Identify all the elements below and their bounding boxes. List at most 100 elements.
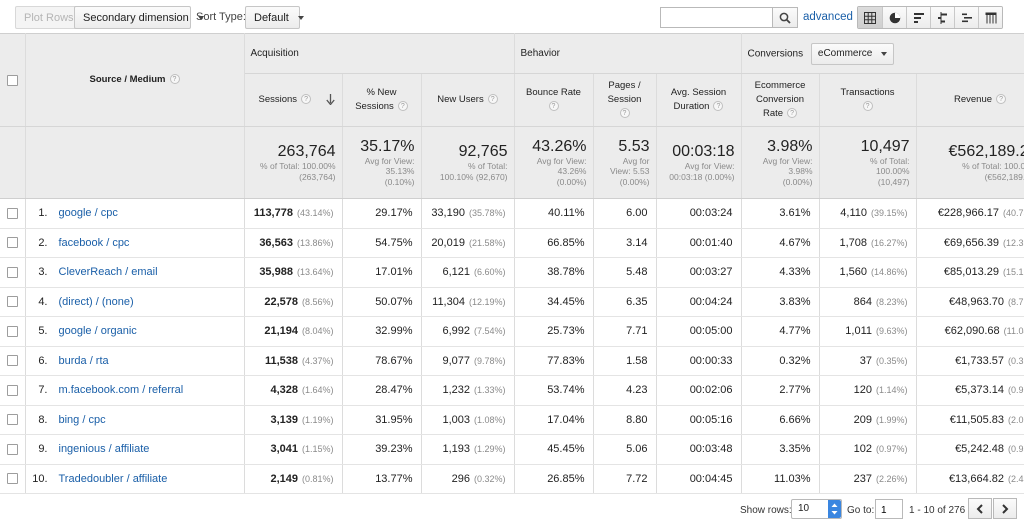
term-cloud-view-button[interactable] xyxy=(954,7,978,28)
help-icon[interactable]: ? xyxy=(169,74,180,85)
source-medium-link[interactable]: google / cpc xyxy=(58,207,118,220)
sessions-percent: (8.56%) xyxy=(301,296,334,307)
conversion-type-dropdown[interactable]: eCommerce xyxy=(810,42,895,65)
row-select-cell xyxy=(0,316,26,347)
table-row[interactable]: 1. google / cpc 113,778 (43.14%) 29.17% 33… xyxy=(0,198,1024,229)
ecommerce-rate-cell: 0.32% xyxy=(741,346,820,376)
source-medium-cell: 10. Tradedoubler / affiliate xyxy=(25,464,245,494)
pct-new-sessions-header[interactable]: % New Sessions? xyxy=(342,73,422,127)
source-medium-link[interactable]: CleverReach / email xyxy=(58,266,158,279)
advanced-filter-link[interactable]: advanced xyxy=(803,11,853,23)
row-index: 10. xyxy=(32,472,48,485)
source-medium-link[interactable]: m.facebook.com / referral xyxy=(58,384,184,397)
revenue-total-sub: (€562,189.25) xyxy=(984,171,1024,182)
transactions-percent: (2.26%) xyxy=(876,473,908,484)
ecommerce-conversion-rate-header[interactable]: Ecommerce Conversion Rate? xyxy=(741,73,820,127)
totals-row: 263,764 % of Total: 100.00% (263,764) 35… xyxy=(0,126,1024,199)
table-search-input[interactable] xyxy=(660,7,773,28)
pct-new-sessions-cell: 78.67% xyxy=(342,346,422,376)
metric-header-row: Sessions? % New Sessions? New Users? Bou… xyxy=(0,73,1024,127)
goto-page-input[interactable] xyxy=(875,499,903,519)
next-page-button[interactable] xyxy=(993,498,1017,519)
table-row[interactable]: 2. facebook / cpc 36,563 (13.86%) 54.75% 2… xyxy=(0,228,1024,258)
table-view-button[interactable] xyxy=(858,7,882,28)
row-checkbox[interactable] xyxy=(6,355,18,367)
table-row[interactable]: 9. ingenious / affiliate 3,041 (1.15%) 39.… xyxy=(0,434,1024,465)
pages-session-total-sub: Avg for xyxy=(622,155,650,166)
help-icon[interactable]: ? xyxy=(397,101,408,112)
row-checkbox[interactable] xyxy=(6,384,18,396)
search-button[interactable] xyxy=(772,7,798,28)
pivot-view-button[interactable] xyxy=(978,7,1002,28)
chevron-right-icon xyxy=(1002,503,1009,514)
source-medium-link[interactable]: burda / rta xyxy=(58,354,109,367)
source-medium-link[interactable]: (direct) / (none) xyxy=(58,295,134,308)
new-users-value: 1,232 xyxy=(442,384,470,397)
sort-type-dropdown[interactable]: Default xyxy=(245,6,304,29)
pie-view-button[interactable] xyxy=(882,7,906,28)
ecommerce-rate-header-line2: Conversion xyxy=(755,94,805,105)
ecommerce-rate-total: 3.98% Avg for View: 3.98% (0.00%) xyxy=(741,126,820,199)
help-icon[interactable]: ? xyxy=(301,94,312,105)
sessions-header[interactable]: Sessions? xyxy=(244,73,343,127)
new-users-percent: (9.78%) xyxy=(473,355,506,366)
help-icon[interactable]: ? xyxy=(619,108,630,119)
term-cloud-icon xyxy=(961,13,972,22)
transactions-header[interactable]: Transactions ? xyxy=(819,73,917,127)
previous-page-button[interactable] xyxy=(968,498,992,519)
avg-session-duration-header[interactable]: Avg. Session Duration? xyxy=(656,73,742,127)
pages-session-header[interactable]: Pages / Session ? xyxy=(593,73,657,127)
table-row[interactable]: 3. CleverReach / email 35,988 (13.64%) 17.… xyxy=(0,257,1024,288)
row-checkbox[interactable] xyxy=(6,237,18,249)
transactions-cell: 120 (1.14%) xyxy=(819,375,917,406)
source-medium-cell: 2. facebook / cpc xyxy=(25,228,245,258)
revenue-total-sub: % of Total: 100.00% xyxy=(962,161,1024,171)
pct-new-sessions-cell: 29.17% xyxy=(342,198,422,229)
revenue-percent: (15.12%) xyxy=(1002,267,1024,278)
row-checkbox[interactable] xyxy=(6,296,18,308)
select-all-checkbox[interactable] xyxy=(6,74,18,86)
source-medium-link[interactable]: bing / cpc xyxy=(58,413,106,426)
row-checkbox[interactable] xyxy=(6,443,18,455)
source-medium-link[interactable]: ingenious / affiliate xyxy=(58,443,150,456)
secondary-dimension-dropdown[interactable]: Secondary dimension xyxy=(74,6,204,29)
revenue-cell: €85,013.29(15.12%) xyxy=(916,257,1024,288)
row-select-cell xyxy=(0,198,26,229)
bounce-rate-header[interactable]: Bounce Rate ? xyxy=(514,73,594,127)
avg-session-duration-header-line2: Duration xyxy=(673,101,710,112)
help-icon[interactable]: ? xyxy=(787,108,798,119)
plot-rows-button[interactable]: Plot Rows xyxy=(15,6,83,29)
source-medium-link[interactable]: facebook / cpc xyxy=(58,236,130,249)
table-row[interactable]: 10. Tradedoubler / affiliate 2,149 (0.81%)… xyxy=(0,464,1024,494)
source-medium-link[interactable]: Tradedoubler / affiliate xyxy=(58,472,168,485)
bounce-rate-cell: 40.11% xyxy=(514,198,594,229)
pie-view-icon xyxy=(889,12,900,23)
row-checkbox[interactable] xyxy=(6,325,18,337)
transactions-value: 4,110 xyxy=(840,207,867,220)
pages-session-total: 5.53 Avg for View: 5.53 (0.00%) xyxy=(593,126,657,199)
help-icon[interactable]: ? xyxy=(548,101,559,112)
help-icon[interactable]: ? xyxy=(713,101,724,112)
help-icon[interactable]: ? xyxy=(487,94,498,105)
table-row[interactable]: 6. burda / rta 11,538 (4.37%) 78.67% 9,077… xyxy=(0,346,1024,376)
performance-view-button[interactable] xyxy=(906,7,930,28)
show-rows-select[interactable]: 10 xyxy=(791,499,842,519)
help-icon[interactable]: ? xyxy=(862,101,873,112)
table-row[interactable]: 5. google / organic 21,194 (8.04%) 32.99% … xyxy=(0,316,1024,347)
table-row[interactable]: 4. (direct) / (none) 22,578 (8.56%) 50.07%… xyxy=(0,287,1024,317)
comparison-view-button[interactable] xyxy=(930,7,954,28)
table-row[interactable]: 7. m.facebook.com / referral 4,328 (1.64%)… xyxy=(0,375,1024,406)
row-checkbox[interactable] xyxy=(6,414,18,426)
dimension-header[interactable]: Source / Medium? xyxy=(25,33,245,127)
help-icon[interactable]: ? xyxy=(996,94,1007,105)
source-medium-link[interactable]: google / organic xyxy=(58,325,137,338)
new-users-cell: 6,121 (6.60%) xyxy=(421,257,515,288)
row-checkbox[interactable] xyxy=(6,207,18,219)
new-users-header[interactable]: New Users? xyxy=(421,73,515,127)
revenue-header[interactable]: Revenue? xyxy=(916,73,1024,127)
transactions-cell: 1,708 (16.27%) xyxy=(819,228,917,258)
table-row[interactable]: 8. bing / cpc 3,139 (1.19%) 31.95% 1,003 (1… xyxy=(0,405,1024,435)
row-checkbox[interactable] xyxy=(6,473,18,485)
row-checkbox[interactable] xyxy=(6,266,18,278)
sessions-percent: (13.86%) xyxy=(296,237,334,248)
